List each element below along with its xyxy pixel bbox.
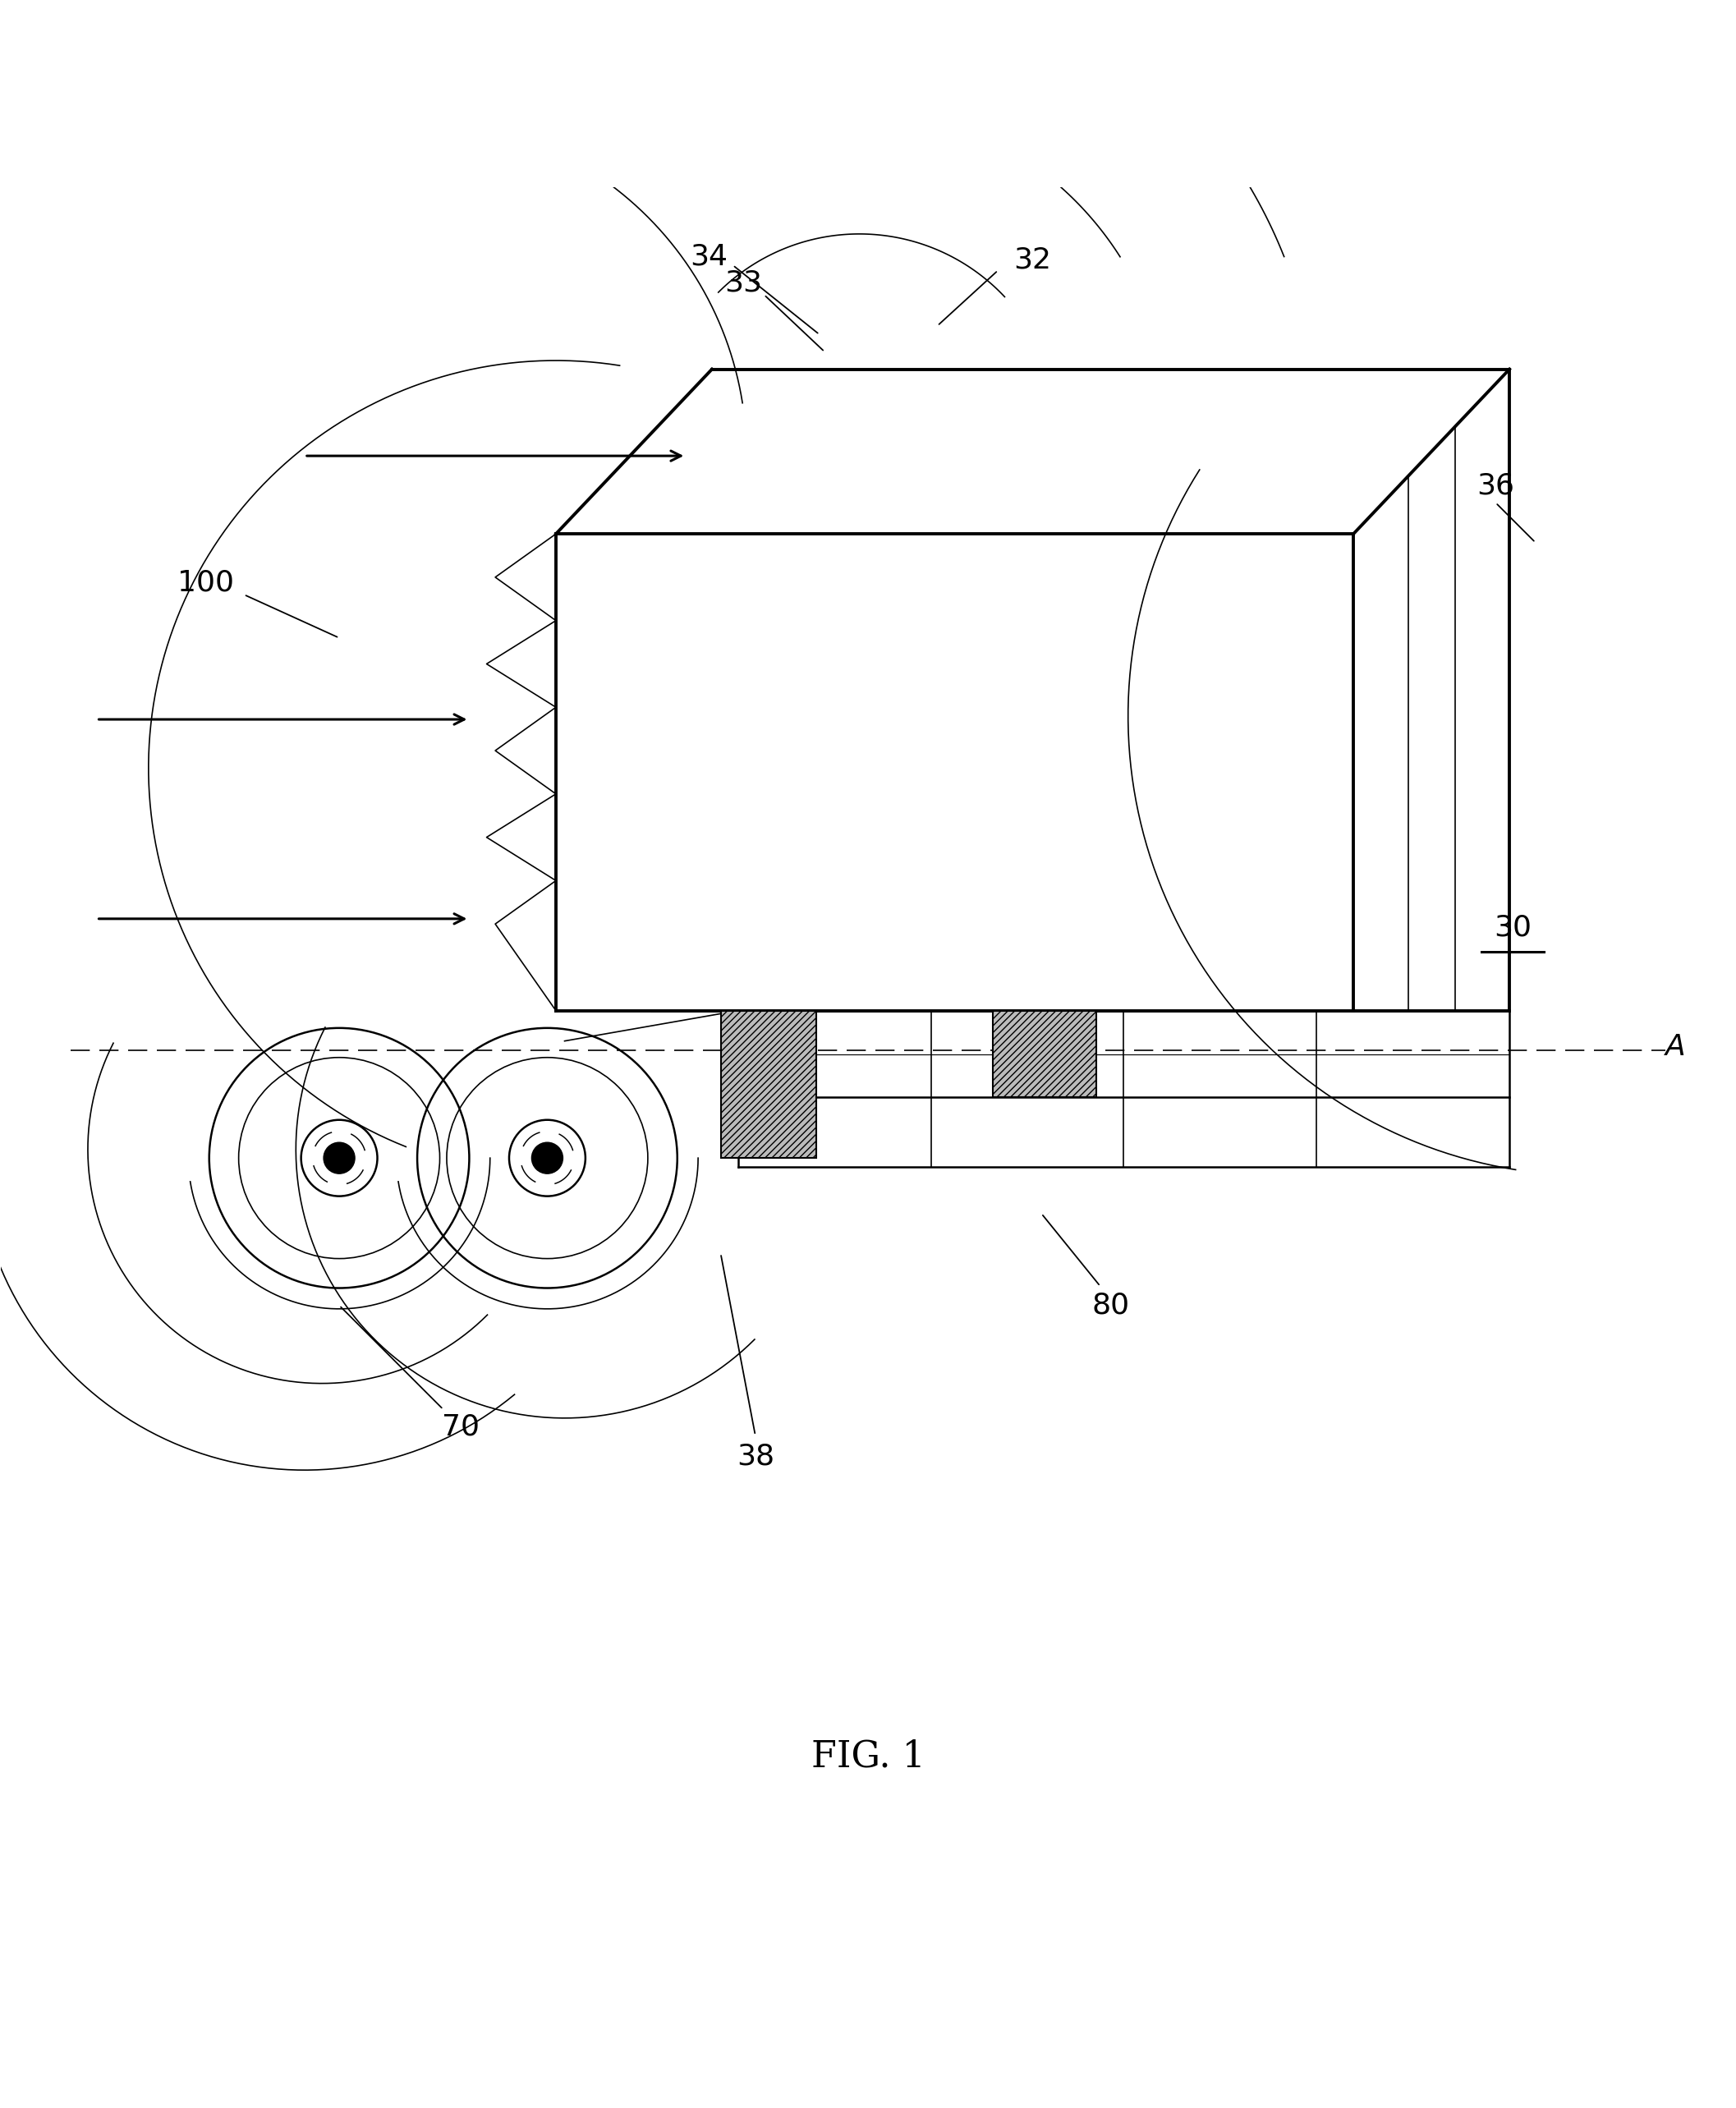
Circle shape (531, 1143, 562, 1174)
Bar (720, 1010, 816, 1157)
Text: 32: 32 (1014, 247, 1052, 274)
Text: 38: 38 (736, 1442, 774, 1469)
Text: A: A (1665, 1033, 1686, 1060)
Text: 30: 30 (1495, 913, 1531, 942)
Text: 100: 100 (177, 569, 234, 597)
Text: 70: 70 (441, 1412, 479, 1440)
Bar (993, 1010, 1097, 1098)
Text: 34: 34 (689, 242, 727, 270)
Text: 33: 33 (724, 268, 762, 297)
Circle shape (323, 1143, 354, 1174)
Text: FIG. 1: FIG. 1 (811, 1739, 925, 1775)
Text: 36: 36 (1477, 472, 1514, 500)
Text: 80: 80 (1092, 1292, 1130, 1320)
